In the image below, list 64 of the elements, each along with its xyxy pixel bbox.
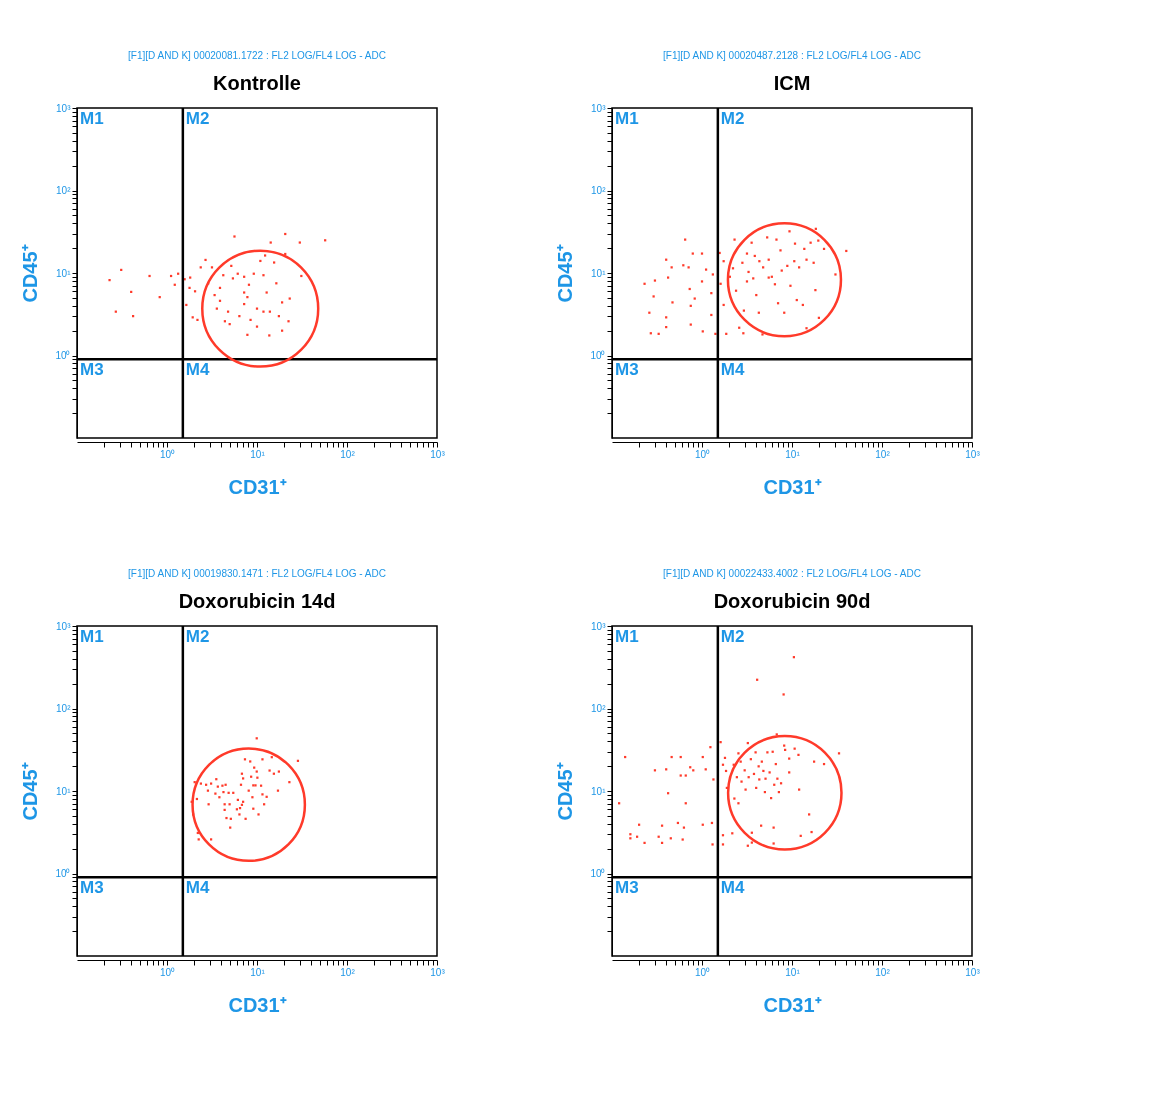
- annotation: M2: [185, 109, 210, 128]
- y-tick-label: 10³: [56, 620, 72, 632]
- chart-subtitle: [F1][D AND K] 00019830.1471 : FL2 LOG/FL4 LOG - ADC: [128, 568, 386, 579]
- y-tick-label: 10⁰: [590, 350, 606, 361]
- y-tick-label: 10³: [591, 620, 607, 632]
- y-tick-label: 10⁰: [55, 350, 71, 361]
- x-tick-label: 10²: [340, 448, 356, 460]
- x-tick-label: 10²: [340, 966, 356, 978]
- chart-title: Doxorubicin 14d: [178, 590, 336, 612]
- chart-subtitle: [F1][D AND K] 00020487.2128 : FL2 LOG/FL4 LOG - ADC: [663, 50, 921, 61]
- x-tick-label: 10¹: [250, 966, 266, 978]
- annotation: M3: [80, 878, 104, 898]
- y-tick-label: 10³: [591, 102, 607, 114]
- chart-subtitle: [F1][D AND K] 00020081.1722 : FL2 LOG/FL4 LOG - ADC: [128, 50, 386, 61]
- annotation: M2: [720, 627, 745, 646]
- y-tick-label: 10²: [56, 185, 72, 196]
- x-tick-label: 10⁰: [694, 966, 711, 978]
- y-tick-label: 10³: [56, 102, 72, 114]
- y-axis-title: CD45⁺: [19, 762, 42, 821]
- y-tick-label: 10²: [591, 185, 607, 196]
- y-axis-title: CD45⁺: [554, 244, 577, 303]
- chart-title: Doxorubicin 90d: [713, 590, 871, 612]
- y-tick-label: 10²: [591, 703, 607, 714]
- annotation: M3: [80, 360, 104, 380]
- chart-title: Kontrolle: [213, 72, 301, 94]
- x-tick-label: 10⁰: [159, 448, 176, 460]
- annotation: M3: [615, 360, 639, 380]
- y-axis-title: CD45⁺: [19, 244, 42, 303]
- x-axis-title: CD31⁺: [228, 475, 287, 498]
- annotation: M1: [615, 109, 639, 128]
- annotation: M4: [185, 360, 211, 380]
- x-tick-label: 10³: [965, 448, 981, 460]
- annotation: M2: [720, 109, 745, 128]
- x-tick-label: 10¹: [250, 448, 266, 460]
- annotation: M2: [185, 627, 210, 646]
- x-tick-label: 10⁰: [694, 448, 711, 460]
- x-tick-label: 10²: [875, 448, 891, 460]
- chart-subtitle: [F1][D AND K] 00022433.4002 : FL2 LOG/FL4 LOG - ADC: [663, 568, 921, 579]
- x-tick-label: 10³: [965, 966, 981, 978]
- y-tick-label: 10⁰: [590, 868, 606, 879]
- annotation: M1: [80, 627, 104, 646]
- y-tick-label: 10¹: [591, 785, 607, 797]
- annotation: M3: [615, 878, 639, 898]
- y-tick-label: 10⁰: [55, 868, 71, 879]
- x-axis-title: CD31⁺: [763, 475, 822, 498]
- y-axis-title: CD45⁺: [554, 762, 577, 821]
- annotation: M1: [80, 109, 104, 128]
- annotation: M4: [185, 878, 211, 898]
- annotation: M4: [720, 878, 746, 898]
- x-tick-label: 10²: [875, 966, 891, 978]
- x-axis-title: CD31⁺: [763, 993, 822, 1016]
- y-tick-label: 10¹: [591, 267, 607, 279]
- x-tick-label: 10⁰: [159, 966, 176, 978]
- x-tick-label: 10¹: [785, 448, 801, 460]
- y-tick-label: 10¹: [56, 267, 72, 279]
- x-tick-label: 10³: [430, 448, 446, 460]
- y-tick-label: 10¹: [56, 785, 72, 797]
- x-axis-title: CD31⁺: [228, 993, 287, 1016]
- annotation: M1: [615, 627, 639, 646]
- annotation: M4: [720, 360, 746, 380]
- x-tick-label: 10³: [430, 966, 446, 978]
- chart-title: ICM: [773, 72, 811, 94]
- y-tick-label: 10²: [56, 703, 72, 714]
- x-tick-label: 10¹: [785, 966, 801, 978]
